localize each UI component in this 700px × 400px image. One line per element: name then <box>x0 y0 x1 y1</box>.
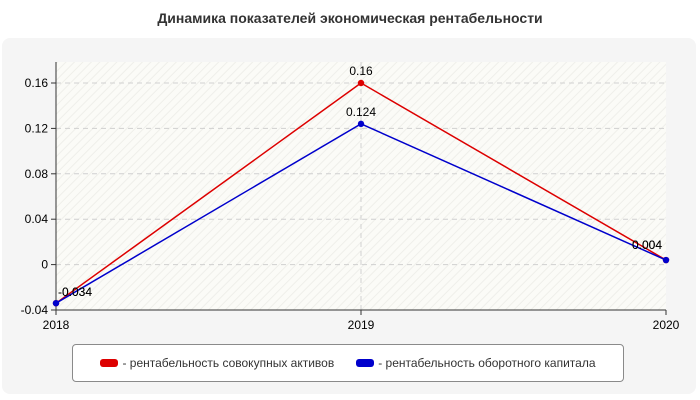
data-point <box>52 299 60 307</box>
data-label: -0.034 <box>58 285 92 299</box>
legend-label-working-capital: - рентабельность оборотного капитала <box>378 356 596 370</box>
legend: - рентабельность совокупных активов - ре… <box>72 344 624 382</box>
data-point <box>357 120 365 128</box>
y-tick-label: 0.12 <box>25 121 49 135</box>
data-label: 0.004 <box>632 238 662 252</box>
y-tick-label: 0.16 <box>25 76 49 90</box>
legend-item-assets: - рентабельность совокупных активов <box>100 356 334 370</box>
legend-swatch-red <box>100 359 119 367</box>
chart-title: Динамика показателей экономическая рента… <box>157 10 543 26</box>
y-tick-label: 0.08 <box>25 167 49 181</box>
y-tick-label: 0.04 <box>25 212 49 226</box>
data-point <box>662 256 670 264</box>
y-tick-label: 0 <box>41 258 48 272</box>
data-label: 0.16 <box>349 64 373 78</box>
legend-item-working-capital: - рентабельность оборотного капитала <box>356 356 596 370</box>
data-label: -0.034 <box>58 285 92 299</box>
x-tick-label: 2018 <box>43 318 70 332</box>
x-tick-label: 2019 <box>348 318 375 332</box>
data-point <box>357 79 365 87</box>
plot-area <box>56 62 666 310</box>
legend-label-assets: - рентабельность совокупных активов <box>122 356 335 370</box>
legend-swatch-blue <box>356 359 375 367</box>
y-tick-label: -0.04 <box>21 303 49 317</box>
data-label: 0.124 <box>346 105 376 119</box>
data-label: 0.004 <box>632 238 662 252</box>
x-tick-label: 2020 <box>653 318 680 332</box>
